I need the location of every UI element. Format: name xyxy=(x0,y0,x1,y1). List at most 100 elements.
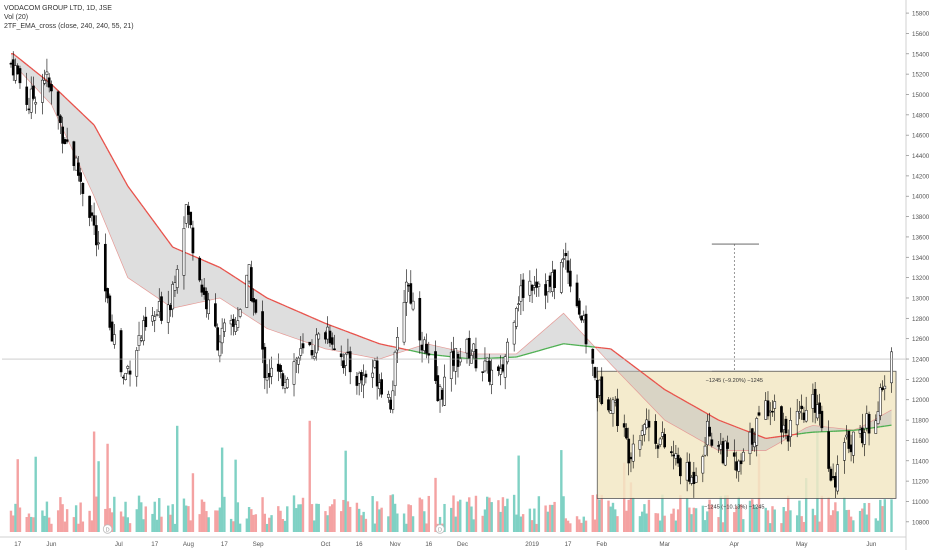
candle-body xyxy=(59,116,61,123)
volume-bar xyxy=(302,498,304,532)
candle-body xyxy=(340,354,342,357)
candle-body xyxy=(706,421,708,445)
candle-body xyxy=(95,225,97,245)
price-tick-label: 12600 xyxy=(912,336,930,343)
candle-body xyxy=(724,441,726,465)
time-tick-label: 17 xyxy=(565,541,572,548)
ema-slow-segment xyxy=(377,343,379,344)
candle-body xyxy=(679,459,681,476)
volume-bar xyxy=(43,516,45,532)
volume-bar xyxy=(239,524,241,532)
volume-bar xyxy=(720,496,722,532)
candle-body xyxy=(441,390,443,399)
ema-slow-segment xyxy=(537,351,539,352)
volume-bar xyxy=(863,503,865,532)
volume-bar xyxy=(836,511,838,532)
volume-bar xyxy=(28,513,30,532)
volume-bar xyxy=(800,516,802,532)
candle-body xyxy=(738,461,740,471)
volume-bar xyxy=(594,520,596,532)
volume-bar xyxy=(421,499,423,532)
volume-bar xyxy=(450,508,452,532)
volume-bar xyxy=(679,495,681,532)
ema-slow-segment xyxy=(343,330,345,331)
candle-body xyxy=(848,431,850,448)
candle-body xyxy=(720,444,722,449)
candle-body xyxy=(536,282,538,288)
volume-bar xyxy=(614,509,616,532)
volume-bar xyxy=(726,495,728,532)
volume-bar xyxy=(639,516,641,532)
candle-body xyxy=(142,321,144,341)
volume-bar xyxy=(832,510,834,532)
candle-body xyxy=(881,388,883,390)
candle-body xyxy=(875,421,877,434)
volume-bar xyxy=(803,522,805,532)
volume-bar xyxy=(499,512,501,532)
ema-slow-segment xyxy=(294,310,296,311)
volume-bar xyxy=(544,505,546,532)
candle-body xyxy=(863,433,865,445)
candle-body xyxy=(428,354,430,356)
volume-bar xyxy=(309,421,311,532)
volume-bar xyxy=(183,499,185,532)
price-tick-label: 13200 xyxy=(912,275,930,282)
volume-bar xyxy=(531,520,533,532)
price-tick-label: 11800 xyxy=(912,418,929,425)
candle-body xyxy=(798,411,800,413)
candle-body xyxy=(407,285,409,286)
volume-bar xyxy=(538,496,540,532)
candle-body xyxy=(419,298,421,340)
time-tick-label: 17 xyxy=(151,541,158,548)
volume-bar xyxy=(172,504,174,532)
volume-bar xyxy=(868,503,870,532)
ema-slow-segment xyxy=(806,432,813,433)
candle-body xyxy=(702,457,704,474)
candle-body xyxy=(421,345,423,350)
candle-body xyxy=(569,271,571,286)
candle-body xyxy=(828,432,830,469)
candle-body xyxy=(327,327,329,339)
volume-bar xyxy=(567,521,569,532)
ema-slow-segment xyxy=(359,336,361,337)
candle-body xyxy=(693,472,695,484)
candle-body xyxy=(192,228,194,253)
volume-bar xyxy=(219,508,221,532)
candle-body xyxy=(610,411,612,414)
volume-bar xyxy=(787,496,789,532)
volume-bar xyxy=(482,516,484,532)
volume-bar xyxy=(767,510,769,532)
candle-body xyxy=(437,375,439,400)
candle-body xyxy=(255,300,257,313)
volume-bar xyxy=(396,514,398,532)
price-tick-label: 11200 xyxy=(912,479,929,486)
volume-bar xyxy=(230,519,232,532)
time-tick-label: Jul xyxy=(115,541,123,548)
volume-bar xyxy=(648,500,650,532)
ema-slow-segment xyxy=(521,355,523,356)
ema-slow-segment xyxy=(586,346,593,347)
ema-slow-segment xyxy=(175,248,177,249)
volume-bar xyxy=(814,515,816,532)
volume-bar xyxy=(663,516,665,532)
candle-body xyxy=(565,253,567,256)
candle-body xyxy=(695,476,697,483)
volume-bar xyxy=(248,507,250,532)
candle-body xyxy=(167,305,169,323)
candle-body xyxy=(217,328,219,351)
candle-body xyxy=(365,374,367,377)
candle-body xyxy=(376,361,378,386)
volume-bar xyxy=(861,509,863,532)
volume-bar xyxy=(425,523,427,532)
candle-body xyxy=(551,272,553,291)
candle-body xyxy=(513,322,515,344)
candle-body xyxy=(394,352,396,386)
candle-body xyxy=(852,432,854,455)
candle-body xyxy=(538,284,540,287)
candle-body xyxy=(812,394,814,408)
volume-bar xyxy=(533,509,535,532)
ema-slow-segment xyxy=(723,422,725,423)
candle-body xyxy=(641,431,643,435)
